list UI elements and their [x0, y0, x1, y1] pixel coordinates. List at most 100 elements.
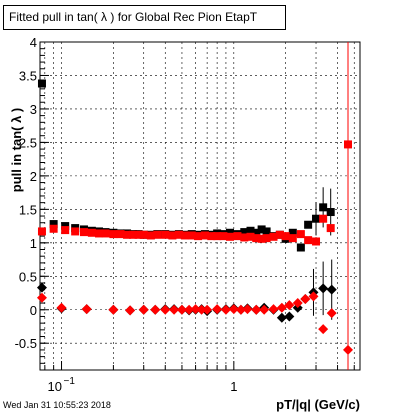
square-marker [219, 232, 228, 241]
y-tick-label: 0.5 [19, 269, 37, 284]
square-marker [288, 234, 297, 243]
axis-ticks [40, 41, 355, 371]
square-marker [304, 220, 313, 229]
square-marker [161, 230, 170, 239]
diamond-marker [138, 304, 149, 315]
square-marker [326, 208, 335, 217]
y-tick-label: 3 [30, 102, 37, 117]
square-marker [153, 230, 162, 239]
diamond-marker [251, 304, 262, 315]
diamond-marker [184, 304, 195, 315]
square-marker [304, 236, 313, 245]
square-marker [123, 230, 132, 239]
square-marker [240, 233, 249, 242]
x-tick-label: 1 [230, 379, 237, 394]
square-marker [61, 222, 70, 231]
square-marker [269, 232, 278, 241]
square-marker [200, 231, 209, 240]
diamond-marker [318, 324, 329, 335]
square-marker [134, 230, 143, 239]
square-marker [262, 227, 271, 236]
square-marker [168, 231, 177, 240]
square-marker [101, 229, 110, 238]
square-marker [296, 243, 305, 252]
diamond-marker [190, 304, 201, 315]
diamond-marker [284, 311, 295, 322]
square-marker [37, 79, 46, 88]
y-tick-label: 1 [30, 236, 37, 251]
chart-title: Fitted pull in tan( λ ) for Global Rec P… [3, 5, 286, 30]
diamond-marker [259, 304, 270, 315]
x-tick-label-exponent: −1 [64, 376, 76, 387]
diamond-marker [276, 302, 287, 313]
square-marker [207, 232, 216, 241]
y-tick-label: 3.5 [19, 68, 37, 83]
square-marker [129, 230, 138, 239]
y-tick-label: 0 [30, 303, 37, 318]
square-marker [319, 214, 328, 223]
square-marker [109, 230, 118, 239]
y-tick-label: 1.5 [19, 202, 37, 217]
x-tick-label: 10 [48, 379, 62, 394]
diamond-marker [81, 304, 92, 315]
square-marker [240, 228, 249, 237]
square-marker [194, 232, 203, 241]
diamond-marker [228, 304, 239, 315]
square-marker [326, 224, 335, 233]
y-axis-title: pull in tan( λ ) [9, 108, 24, 193]
square-marker [87, 228, 96, 237]
plot-frame [39, 41, 361, 371]
square-marker [146, 231, 155, 240]
square-marker [139, 230, 148, 239]
diamond-marker [108, 304, 119, 315]
tick-labels: -0.5 0 0.5 1 1.5 2 2.5 3 3.5 4 10 −1 1 [15, 35, 238, 394]
square-marker [37, 227, 46, 236]
diamond-marker [176, 304, 187, 315]
diamond-marker [36, 282, 47, 293]
diamond-marker [235, 304, 246, 315]
y-tick-label: -0.5 [15, 336, 37, 351]
diamond-marker [326, 284, 337, 295]
diamond-marker [292, 298, 303, 309]
square-marker [116, 230, 125, 239]
y-tick-label: 4 [30, 35, 37, 50]
diamond-marker [300, 294, 311, 305]
diamond-marker [343, 344, 354, 355]
diamond-marker [276, 312, 287, 323]
diamond-marker [318, 283, 329, 294]
diamond-marker [242, 304, 253, 315]
diamond-marker [212, 304, 223, 315]
square-marker [49, 224, 58, 233]
square-marker [257, 234, 266, 243]
diamond-marker [169, 304, 180, 315]
diamond-marker [56, 302, 67, 313]
square-marker [61, 226, 70, 235]
y-tick-label: 2.5 [19, 135, 37, 150]
data-marks [36, 79, 354, 355]
square-marker [288, 228, 297, 237]
diamond-marker [36, 292, 47, 303]
timestamp: Wed Jan 31 10:55:23 2018 [3, 400, 111, 410]
diamond-marker [196, 304, 207, 315]
square-marker [344, 140, 353, 149]
square-marker [296, 230, 305, 239]
square-marker [252, 234, 261, 243]
square-marker [174, 230, 183, 239]
diamond-marker [284, 300, 295, 311]
square-marker [187, 231, 196, 240]
square-marker [71, 227, 80, 236]
square-marker [233, 232, 242, 241]
square-marker [246, 226, 255, 235]
square-marker [246, 232, 255, 241]
square-marker [94, 229, 103, 238]
y-tick-label: 2 [30, 169, 37, 184]
diamond-marker [125, 305, 136, 316]
diamond-marker [220, 304, 231, 315]
square-marker [213, 232, 222, 241]
square-marker [225, 232, 234, 241]
square-marker [319, 203, 328, 212]
square-marker [257, 225, 266, 234]
square-marker [281, 232, 290, 241]
diamond-marker [160, 304, 171, 315]
